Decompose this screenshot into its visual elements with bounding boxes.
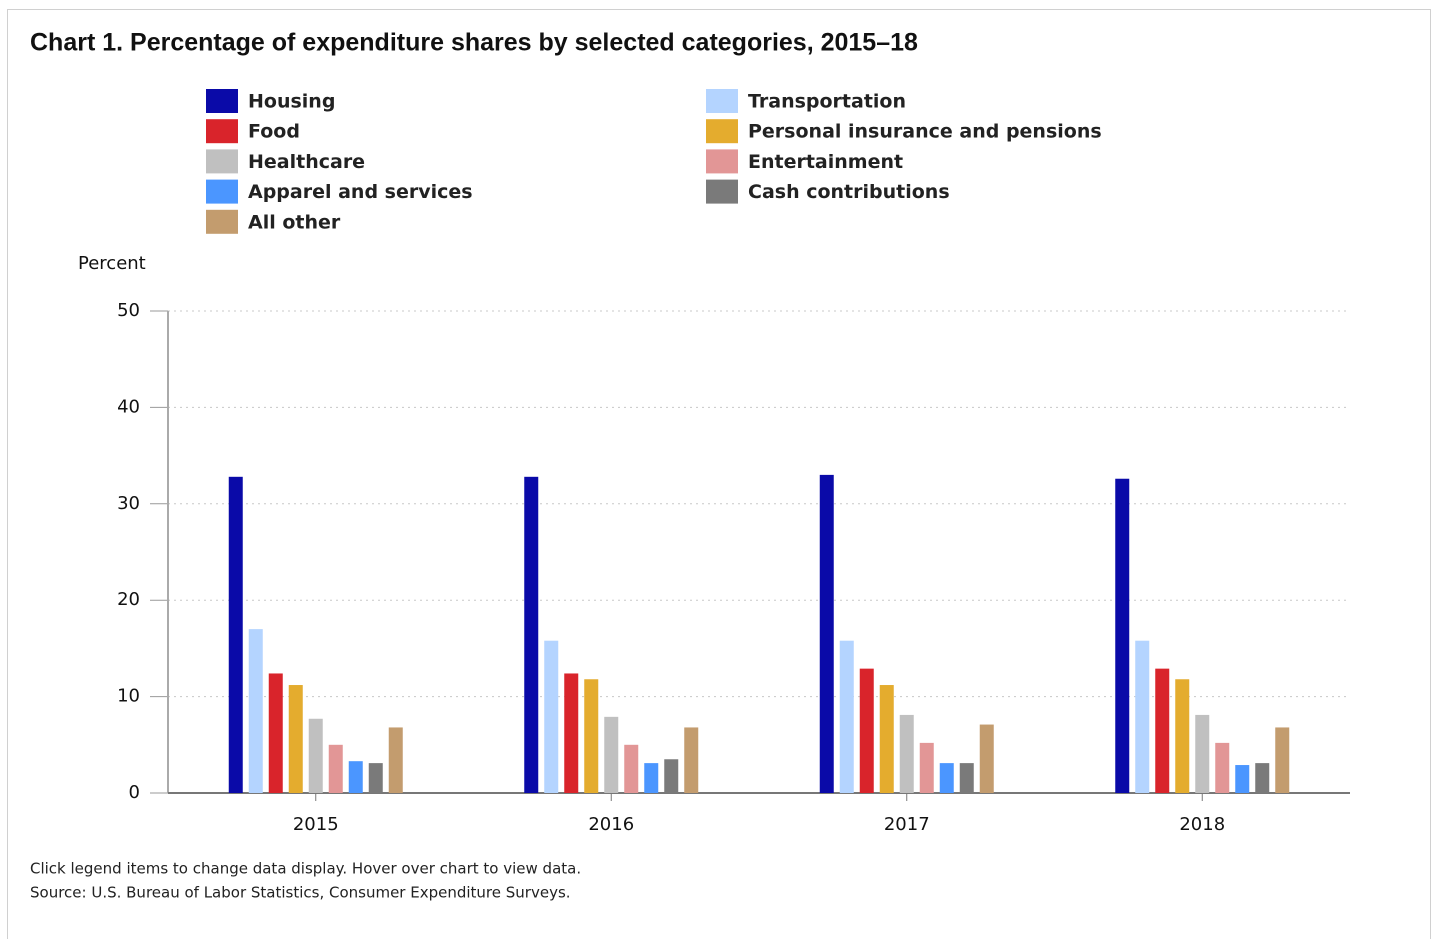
y-tick-label: 0 (129, 782, 140, 803)
bar (664, 759, 679, 793)
bar (368, 763, 383, 793)
bar (308, 718, 323, 793)
legend-label[interactable]: Entertainment (748, 151, 903, 173)
bar (1115, 478, 1130, 793)
bar (1215, 742, 1230, 793)
bar (228, 476, 243, 793)
chart-title: Chart 1. Percentage of expenditure share… (30, 29, 918, 57)
bar (604, 716, 619, 793)
legend-swatch[interactable] (206, 209, 238, 234)
bar (1255, 763, 1270, 793)
bar (268, 673, 283, 793)
frame (7, 9, 1431, 939)
bar (544, 640, 559, 793)
legend-label[interactable]: Housing (248, 91, 335, 113)
legend-label[interactable]: Personal insurance and pensions (748, 121, 1102, 143)
y-tick-label: 20 (117, 589, 140, 610)
legend-swatch[interactable] (706, 89, 738, 113)
bar (348, 761, 363, 793)
bar (1235, 765, 1250, 793)
bar (1135, 640, 1150, 793)
bar (564, 673, 579, 793)
bar (939, 763, 954, 793)
bar (919, 742, 934, 793)
legend-swatch[interactable] (206, 119, 238, 144)
bar (644, 763, 659, 793)
note: Click legend items to change data displa… (30, 860, 581, 878)
x-tick-label: 2016 (588, 814, 634, 835)
y-tick-label: 10 (117, 686, 140, 707)
bar (839, 640, 854, 793)
legend-label[interactable]: Transportation (748, 91, 906, 113)
note: Source: U.S. Bureau of Labor Statistics,… (30, 884, 571, 902)
legend-swatch[interactable] (206, 89, 238, 113)
x-tick-label: 2018 (1179, 814, 1225, 835)
bar (1155, 668, 1170, 793)
bar (328, 744, 343, 793)
bar (1195, 714, 1210, 793)
bar (1175, 679, 1190, 793)
y-tick-label: 40 (117, 396, 140, 417)
y-tick-label: 30 (117, 493, 140, 514)
legend-swatch[interactable] (706, 179, 738, 204)
legend-label[interactable]: All other (248, 211, 341, 233)
bar (624, 744, 639, 793)
legend-label[interactable]: Food (248, 121, 300, 143)
legend-swatch[interactable] (706, 119, 738, 144)
bar (524, 476, 539, 793)
bar (859, 668, 874, 793)
legend-label[interactable]: Cash contributions (748, 181, 950, 203)
bar (248, 629, 263, 793)
x-tick-label: 2015 (293, 814, 339, 835)
x-tick-label: 2017 (884, 814, 930, 835)
y-axis-label: Percent (78, 253, 146, 274)
legend-swatch[interactable] (206, 179, 238, 204)
bar (899, 714, 914, 793)
y-tick-label: 50 (117, 300, 140, 321)
bar (819, 474, 834, 793)
bar (879, 685, 894, 793)
bar (288, 685, 303, 793)
bar (979, 724, 994, 793)
legend-label[interactable]: Healthcare (248, 151, 365, 173)
bar (584, 679, 599, 793)
bar (959, 763, 974, 793)
bar (388, 727, 403, 793)
legend-label[interactable]: Apparel and services (248, 181, 473, 203)
bar (1275, 727, 1290, 793)
legend-swatch[interactable] (706, 149, 738, 174)
legend-swatch[interactable] (206, 149, 238, 174)
bar (684, 727, 699, 793)
